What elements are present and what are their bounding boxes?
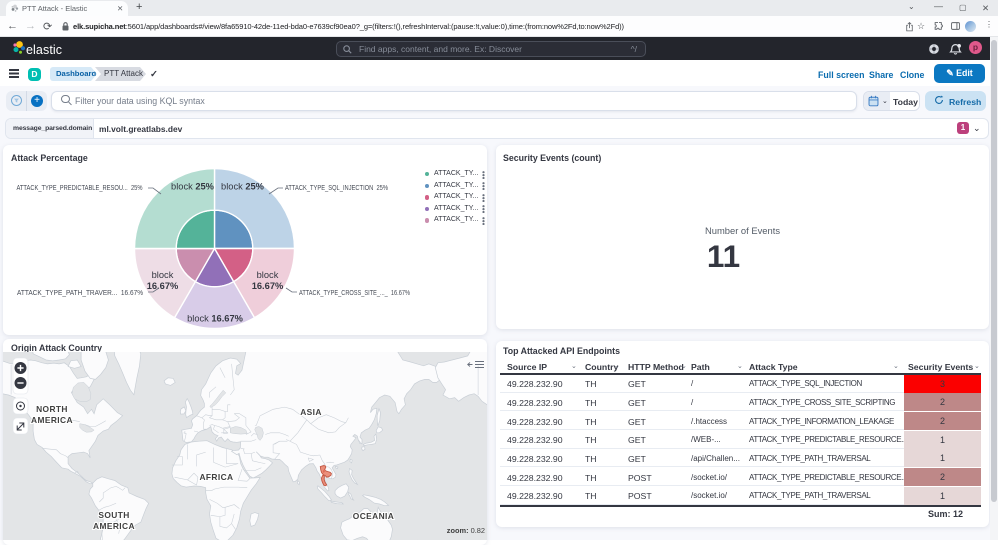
svg-text:SOUTH: SOUTH bbox=[98, 510, 129, 520]
svg-text:NORTH: NORTH bbox=[36, 404, 68, 414]
svg-text:ATTACK_TYPE_PREDICTABLE_RESOU.: ATTACK_TYPE_PREDICTABLE_RESOU... 25% bbox=[17, 185, 143, 192]
svg-text:block: block bbox=[152, 270, 174, 280]
svg-text:block: block bbox=[257, 270, 279, 280]
svg-text:16.67%: 16.67% bbox=[147, 281, 179, 291]
svg-text:block 25%: block 25% bbox=[171, 182, 215, 192]
svg-text:ATTACK_TYPE_SQL_INJECTION 25%: ATTACK_TYPE_SQL_INJECTION 25% bbox=[285, 185, 388, 192]
svg-text:ATTACK_TYPE_CROSS_SITE_..._ 1: ATTACK_TYPE_CROSS_SITE_..._ 16.67% bbox=[299, 290, 410, 297]
svg-text:zoom: 0.82: zoom: 0.82 bbox=[447, 526, 485, 535]
svg-text:AMERICA: AMERICA bbox=[93, 521, 135, 531]
svg-text:block 25%: block 25% bbox=[221, 182, 265, 192]
svg-text:OCEANIA: OCEANIA bbox=[353, 511, 394, 521]
svg-text:AFRICA: AFRICA bbox=[199, 472, 233, 482]
svg-text:16.67%: 16.67% bbox=[252, 281, 284, 291]
svg-text:block 16.67%: block 16.67% bbox=[187, 314, 244, 324]
svg-text:ATTACK_TYPE_PATH_TRAVER... 16: ATTACK_TYPE_PATH_TRAVER... 16.67% bbox=[17, 290, 143, 297]
svg-text:AMERICA: AMERICA bbox=[31, 415, 73, 425]
svg-text:ASIA: ASIA bbox=[300, 407, 322, 417]
